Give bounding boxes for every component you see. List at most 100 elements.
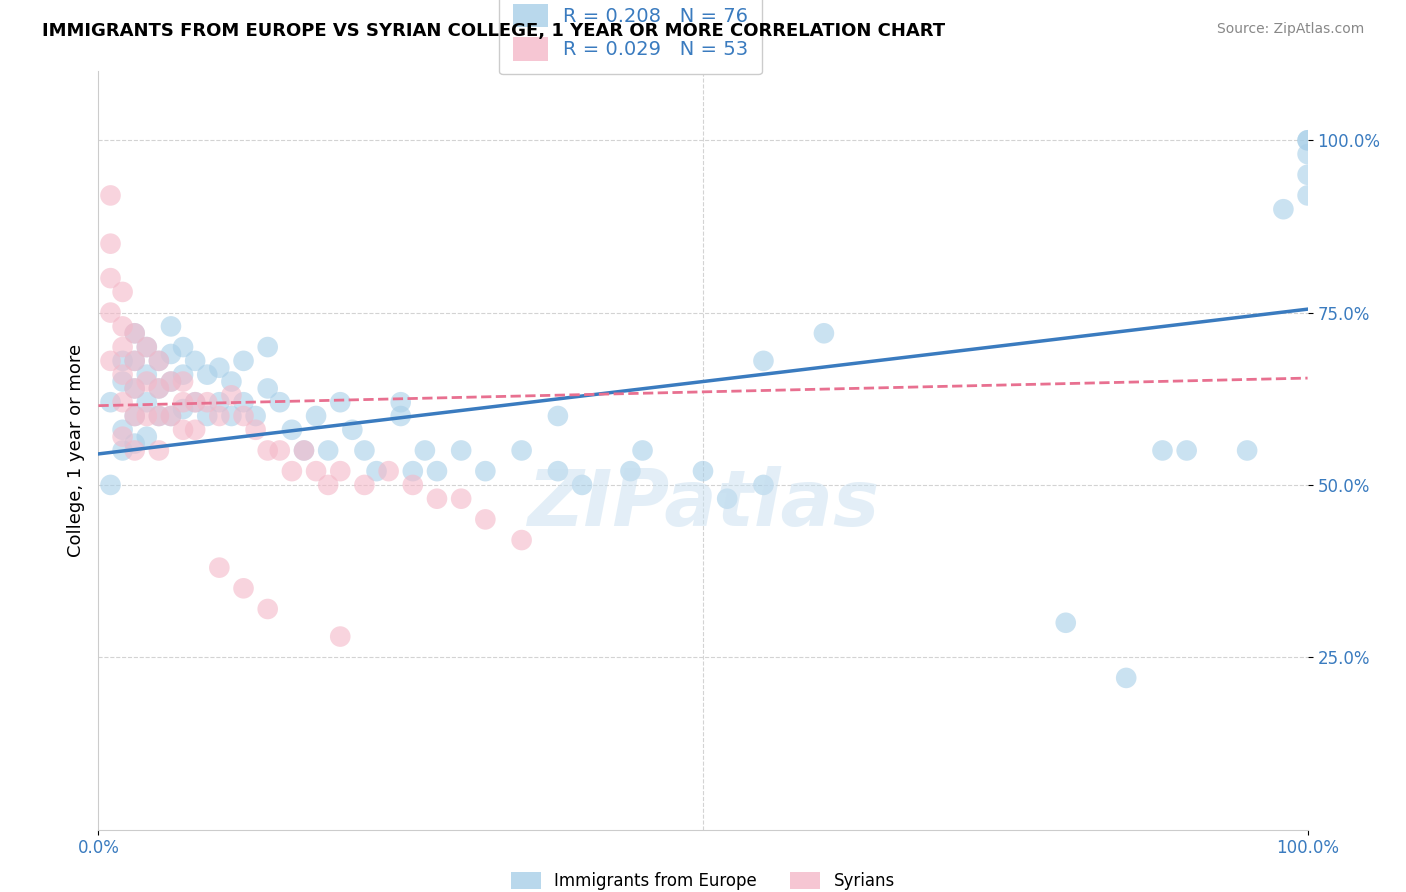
Point: [342, 423, 364, 437]
Point: [256, 340, 278, 354]
Point: [389, 395, 412, 409]
Point: [208, 409, 231, 423]
Point: [245, 409, 267, 423]
Point: [148, 409, 170, 423]
Point: [135, 395, 157, 409]
Point: [256, 602, 278, 616]
Point: [221, 375, 243, 389]
Point: [1054, 615, 1077, 630]
Point: [184, 395, 207, 409]
Point: [111, 395, 134, 409]
Point: [148, 354, 170, 368]
Point: [135, 368, 157, 382]
Point: [111, 319, 134, 334]
Point: [305, 464, 328, 478]
Point: [631, 443, 654, 458]
Point: [426, 464, 449, 478]
Point: [232, 582, 254, 596]
Point: [1296, 133, 1319, 147]
Point: [111, 443, 134, 458]
Point: [1115, 671, 1137, 685]
Point: [813, 326, 835, 341]
Point: [135, 430, 157, 444]
Point: [1296, 147, 1319, 161]
Point: [377, 464, 399, 478]
Point: [232, 354, 254, 368]
Point: [160, 375, 183, 389]
Point: [316, 443, 339, 458]
Point: [547, 464, 569, 478]
Point: [281, 464, 304, 478]
Point: [124, 354, 146, 368]
Point: [172, 395, 194, 409]
Point: [172, 423, 194, 437]
Point: [160, 409, 183, 423]
Point: [172, 368, 194, 382]
Point: [184, 395, 207, 409]
Point: [195, 368, 218, 382]
Point: [111, 423, 134, 437]
Point: [184, 354, 207, 368]
Point: [752, 478, 775, 492]
Point: [160, 375, 183, 389]
Point: [281, 423, 304, 437]
Point: [692, 464, 714, 478]
Point: [232, 409, 254, 423]
Point: [256, 443, 278, 458]
Point: [366, 464, 388, 478]
Point: [100, 354, 122, 368]
Point: [450, 491, 472, 506]
Point: [269, 395, 291, 409]
Point: [413, 443, 436, 458]
Point: [135, 409, 157, 423]
Point: [184, 423, 207, 437]
Point: [100, 236, 122, 251]
Point: [402, 464, 425, 478]
Point: [474, 464, 496, 478]
Point: [269, 443, 291, 458]
Point: [111, 340, 134, 354]
Point: [256, 381, 278, 395]
Point: [172, 340, 194, 354]
Point: [135, 340, 157, 354]
Point: [1296, 133, 1319, 147]
Point: [148, 381, 170, 395]
Point: [316, 478, 339, 492]
Point: [124, 409, 146, 423]
Point: [510, 533, 533, 547]
Point: [148, 443, 170, 458]
Point: [1236, 443, 1258, 458]
Point: [353, 478, 375, 492]
Point: [124, 443, 146, 458]
Point: [100, 395, 122, 409]
Point: [100, 478, 122, 492]
Point: [160, 409, 183, 423]
Text: IMMIGRANTS FROM EUROPE VS SYRIAN COLLEGE, 1 YEAR OR MORE CORRELATION CHART: IMMIGRANTS FROM EUROPE VS SYRIAN COLLEGE…: [42, 22, 945, 40]
Point: [124, 436, 146, 450]
Point: [1272, 202, 1295, 217]
Point: [111, 354, 134, 368]
Point: [148, 409, 170, 423]
Point: [571, 478, 593, 492]
Point: [100, 271, 122, 285]
Point: [1152, 443, 1174, 458]
Point: [208, 360, 231, 375]
Point: [124, 354, 146, 368]
Y-axis label: College, 1 year or more: College, 1 year or more: [66, 344, 84, 557]
Point: [232, 395, 254, 409]
Point: [329, 395, 352, 409]
Point: [172, 402, 194, 417]
Point: [111, 368, 134, 382]
Point: [474, 512, 496, 526]
Point: [329, 464, 352, 478]
Text: Source: ZipAtlas.com: Source: ZipAtlas.com: [1216, 22, 1364, 37]
Point: [1175, 443, 1198, 458]
Point: [619, 464, 641, 478]
Legend: Immigrants from Europe, Syrians: Immigrants from Europe, Syrians: [505, 865, 901, 892]
Point: [305, 409, 328, 423]
Point: [1296, 188, 1319, 202]
Point: [389, 409, 412, 423]
Point: [111, 430, 134, 444]
Point: [292, 443, 315, 458]
Point: [426, 491, 449, 506]
